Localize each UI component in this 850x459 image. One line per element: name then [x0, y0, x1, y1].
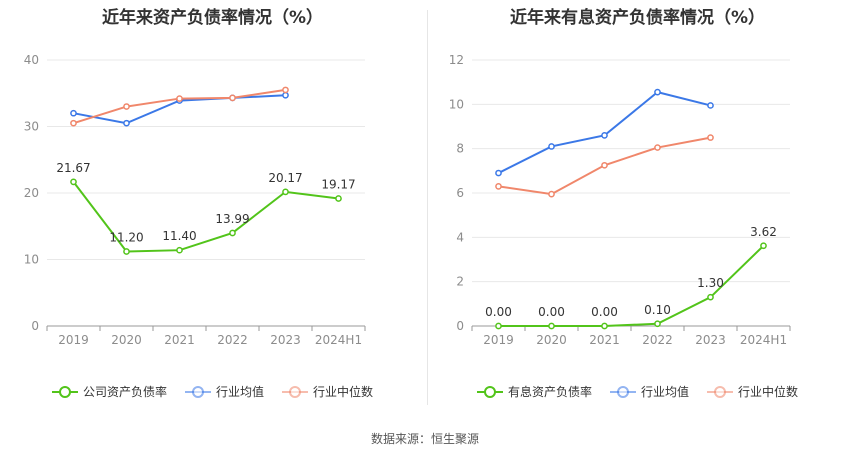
chart-title-right: 近年来有息资产负债率情况（%） [509, 8, 766, 28]
x-tick-label: 2023 [695, 333, 726, 347]
x-tick-label: 2022 [217, 333, 248, 347]
legend-item[interactable]: 行业均值 [184, 383, 264, 400]
x-tick-label: 2019 [58, 333, 89, 347]
y-tick-label: 40 [24, 53, 39, 67]
x-tick-label: 2021 [589, 333, 620, 347]
data-point [495, 183, 502, 190]
x-tick-label: 2023 [270, 333, 301, 347]
data-label: 3.62 [750, 225, 777, 239]
chart-title-left: 近年来资产负债率情况（%） [101, 8, 324, 28]
data-point [123, 103, 130, 110]
data-point [335, 195, 342, 202]
data-label: 20.17 [268, 171, 302, 185]
y-tick-label: 10 [24, 253, 39, 267]
data-point [601, 322, 608, 330]
legend-swatch-icon [184, 385, 211, 398]
y-tick-label: 4 [456, 230, 464, 244]
y-tick-label: 8 [456, 142, 464, 156]
data-point [176, 246, 183, 254]
x-tick-label: 2024H1 [315, 333, 362, 347]
y-tick-label: 0 [456, 319, 464, 333]
legend-label: 公司资产负债率 [82, 385, 167, 399]
data-point [707, 134, 714, 141]
y-tick-label: 30 [24, 120, 39, 134]
data-point [707, 102, 714, 109]
data-point [282, 188, 289, 196]
data-label: 0.00 [538, 305, 565, 319]
y-tick-label: 12 [449, 53, 464, 67]
data-label: 21.67 [56, 161, 90, 175]
y-tick-label: 0 [31, 319, 39, 333]
series-line [72, 181, 339, 253]
chart-panel-right: 近年来有息资产负债率情况（%） 0 2 4 6 8 10 12 2019 2020 2021 202… [425, 0, 850, 420]
data-point [601, 132, 608, 139]
legend-item[interactable]: 有息资产负债率 [476, 383, 592, 400]
data-point [282, 91, 289, 99]
legend-label: 行业中位数 [313, 385, 374, 399]
y-tick-label: 10 [449, 97, 464, 111]
legend-right: 有息资产负债率 行业均值 行业中位数 [425, 383, 850, 400]
data-point [70, 178, 77, 186]
data-point [70, 109, 77, 117]
legend-label: 有息资产负债率 [507, 385, 592, 399]
y-tick-label: 2 [456, 275, 464, 289]
legend-item[interactable]: 行业中位数 [707, 383, 798, 400]
data-point [176, 95, 183, 102]
data-point [760, 242, 767, 250]
x-tick-label: 2020 [111, 333, 142, 347]
legend-swatch-icon [282, 385, 308, 398]
data-label: 1.30 [697, 276, 724, 290]
data-point [495, 169, 502, 177]
data-point [548, 322, 555, 330]
data-point [495, 322, 502, 330]
data-label: 19.17 [321, 178, 355, 192]
data-point [123, 248, 130, 255]
legend-label: 行业均值 [215, 385, 264, 399]
data-label: 0.00 [485, 305, 512, 319]
series-line [498, 245, 765, 327]
data-source-note: 数据来源：恒生聚源 [370, 432, 479, 446]
x-tick-label: 2021 [164, 333, 195, 347]
y-tick-label: 20 [24, 186, 39, 200]
data-label: 11.20 [109, 231, 143, 245]
data-label: 11.40 [162, 229, 196, 243]
legend-swatch-icon [51, 385, 78, 398]
data-point [707, 293, 714, 301]
data-label: 0.00 [591, 305, 618, 319]
data-point [123, 119, 130, 127]
chart-panel-left: 近年来资产负债率情况（%） 0 10 20 30 40 2019 2020 2021 2022 2… [0, 0, 425, 420]
legend-item[interactable]: 行业中位数 [282, 383, 373, 400]
x-tick-label: 2024H1 [740, 333, 787, 347]
panel-divider [427, 10, 428, 405]
data-point [282, 86, 289, 94]
plot-area-right: 0 2 4 6 8 10 12 2019 2020 2021 2022 2023 2024H1 0.00 0… [449, 53, 791, 347]
data-point [654, 88, 661, 96]
legend-label: 行业中位数 [738, 385, 799, 399]
legend-left: 公司资产负债率 行业均值 行业中位数 [0, 383, 425, 400]
data-point [229, 229, 236, 237]
legend-swatch-icon [609, 385, 636, 398]
data-point [601, 161, 608, 169]
x-tick-label: 2019 [483, 333, 514, 347]
data-label: 0.10 [644, 303, 671, 317]
legend-swatch-icon [476, 385, 503, 398]
data-point [654, 144, 661, 151]
legend-swatch-icon [707, 385, 733, 398]
legend-item[interactable]: 公司资产负债率 [51, 383, 167, 400]
data-point [548, 190, 555, 198]
legend-item[interactable]: 行业均值 [609, 383, 689, 400]
data-point [548, 143, 555, 150]
y-tick-label: 6 [456, 186, 464, 200]
data-point [654, 320, 661, 328]
data-label: 13.99 [215, 212, 249, 226]
x-tick-label: 2020 [536, 333, 567, 347]
legend-label: 行业均值 [640, 385, 689, 399]
data-point [70, 119, 77, 127]
plot-area-left: 0 10 20 30 40 2019 2020 2021 2022 2023 2024H1 21.67… [24, 53, 366, 347]
data-point [229, 94, 236, 102]
x-tick-label: 2022 [642, 333, 673, 347]
